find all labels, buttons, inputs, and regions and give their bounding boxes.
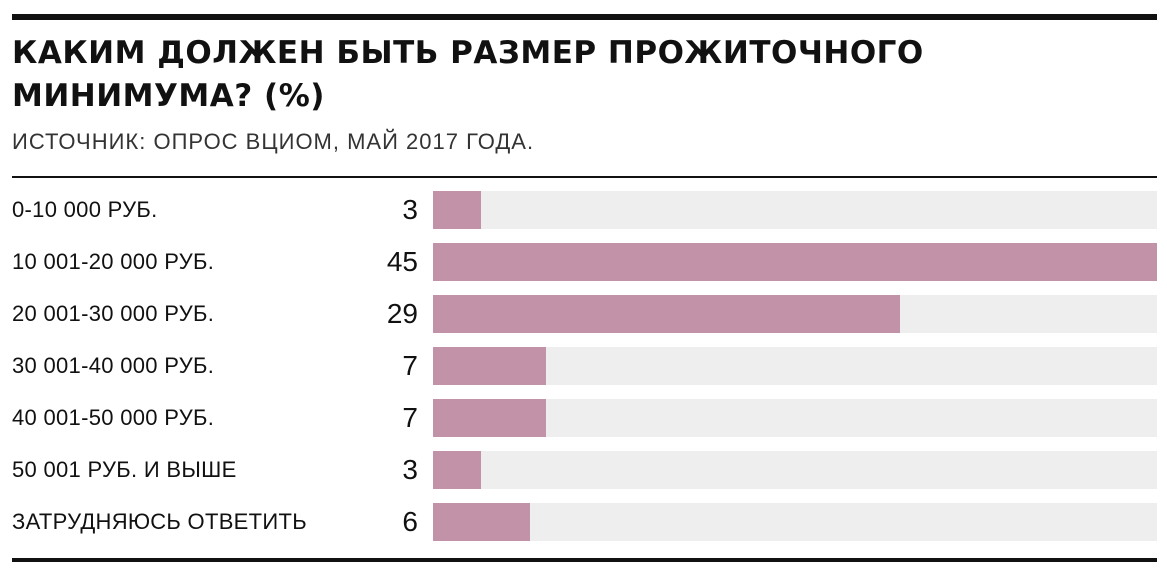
bar (433, 295, 900, 333)
bar-track (433, 191, 1157, 229)
category-label: ЗАТРУДНЯЮСЬ ОТВЕТИТЬ (12, 509, 307, 534)
bar-row: 40 001-50 000 РУБ. 7 (0, 392, 1167, 444)
bar-track (433, 503, 1157, 541)
bar-row: 20 001-30 000 РУБ. 29 (0, 288, 1167, 340)
category-label: 50 001 РУБ. И ВЫШЕ (12, 457, 237, 482)
category-label: 30 001-40 000 РУБ. (12, 353, 215, 378)
header-divider (12, 176, 1157, 178)
value-label: 3 (402, 454, 418, 485)
bar-row: 0-10 000 РУБ. 3 (0, 184, 1167, 236)
value-label: 29 (386, 298, 418, 329)
bar-row: 30 001-40 000 РУБ. 7 (0, 340, 1167, 392)
category-label: 20 001-30 000 РУБ. (12, 301, 215, 326)
value-label: 45 (386, 246, 418, 277)
bar (433, 503, 530, 541)
chart-title: КАКИМ ДОЛЖЕН БЫТЬ РАЗМЕР ПРОЖИТОЧНОГО МИ… (12, 35, 924, 114)
category-label: 0-10 000 РУБ. (12, 197, 158, 222)
bar-track (433, 347, 1157, 385)
category-label: 10 001-20 000 РУБ. (12, 249, 215, 274)
bar (433, 451, 481, 489)
value-label: 7 (402, 350, 418, 381)
bar-track (433, 399, 1157, 437)
bar-row: ЗАТРУДНЯЮСЬ ОТВЕТИТЬ 6 (0, 496, 1167, 548)
top-rule (12, 14, 1157, 20)
bar-track (433, 451, 1157, 489)
bar-row: 10 001-20 000 РУБ. 45 (0, 236, 1167, 288)
bottom-rule (12, 558, 1157, 562)
bar-row: 50 001 РУБ. И ВЫШЕ 3 (0, 444, 1167, 496)
bar (433, 243, 1157, 281)
chart-source: ИСТОЧНИК: ОПРОС ВЦИОМ, МАЙ 2017 ГОДА. (12, 129, 535, 154)
value-label: 3 (402, 194, 418, 225)
bar-track (433, 243, 1157, 281)
bar (433, 191, 481, 229)
bar (433, 347, 546, 385)
value-label: 6 (402, 506, 418, 537)
bar-track (433, 295, 1157, 333)
bar (433, 399, 546, 437)
value-label: 7 (402, 402, 418, 433)
category-label: 40 001-50 000 РУБ. (12, 405, 215, 430)
